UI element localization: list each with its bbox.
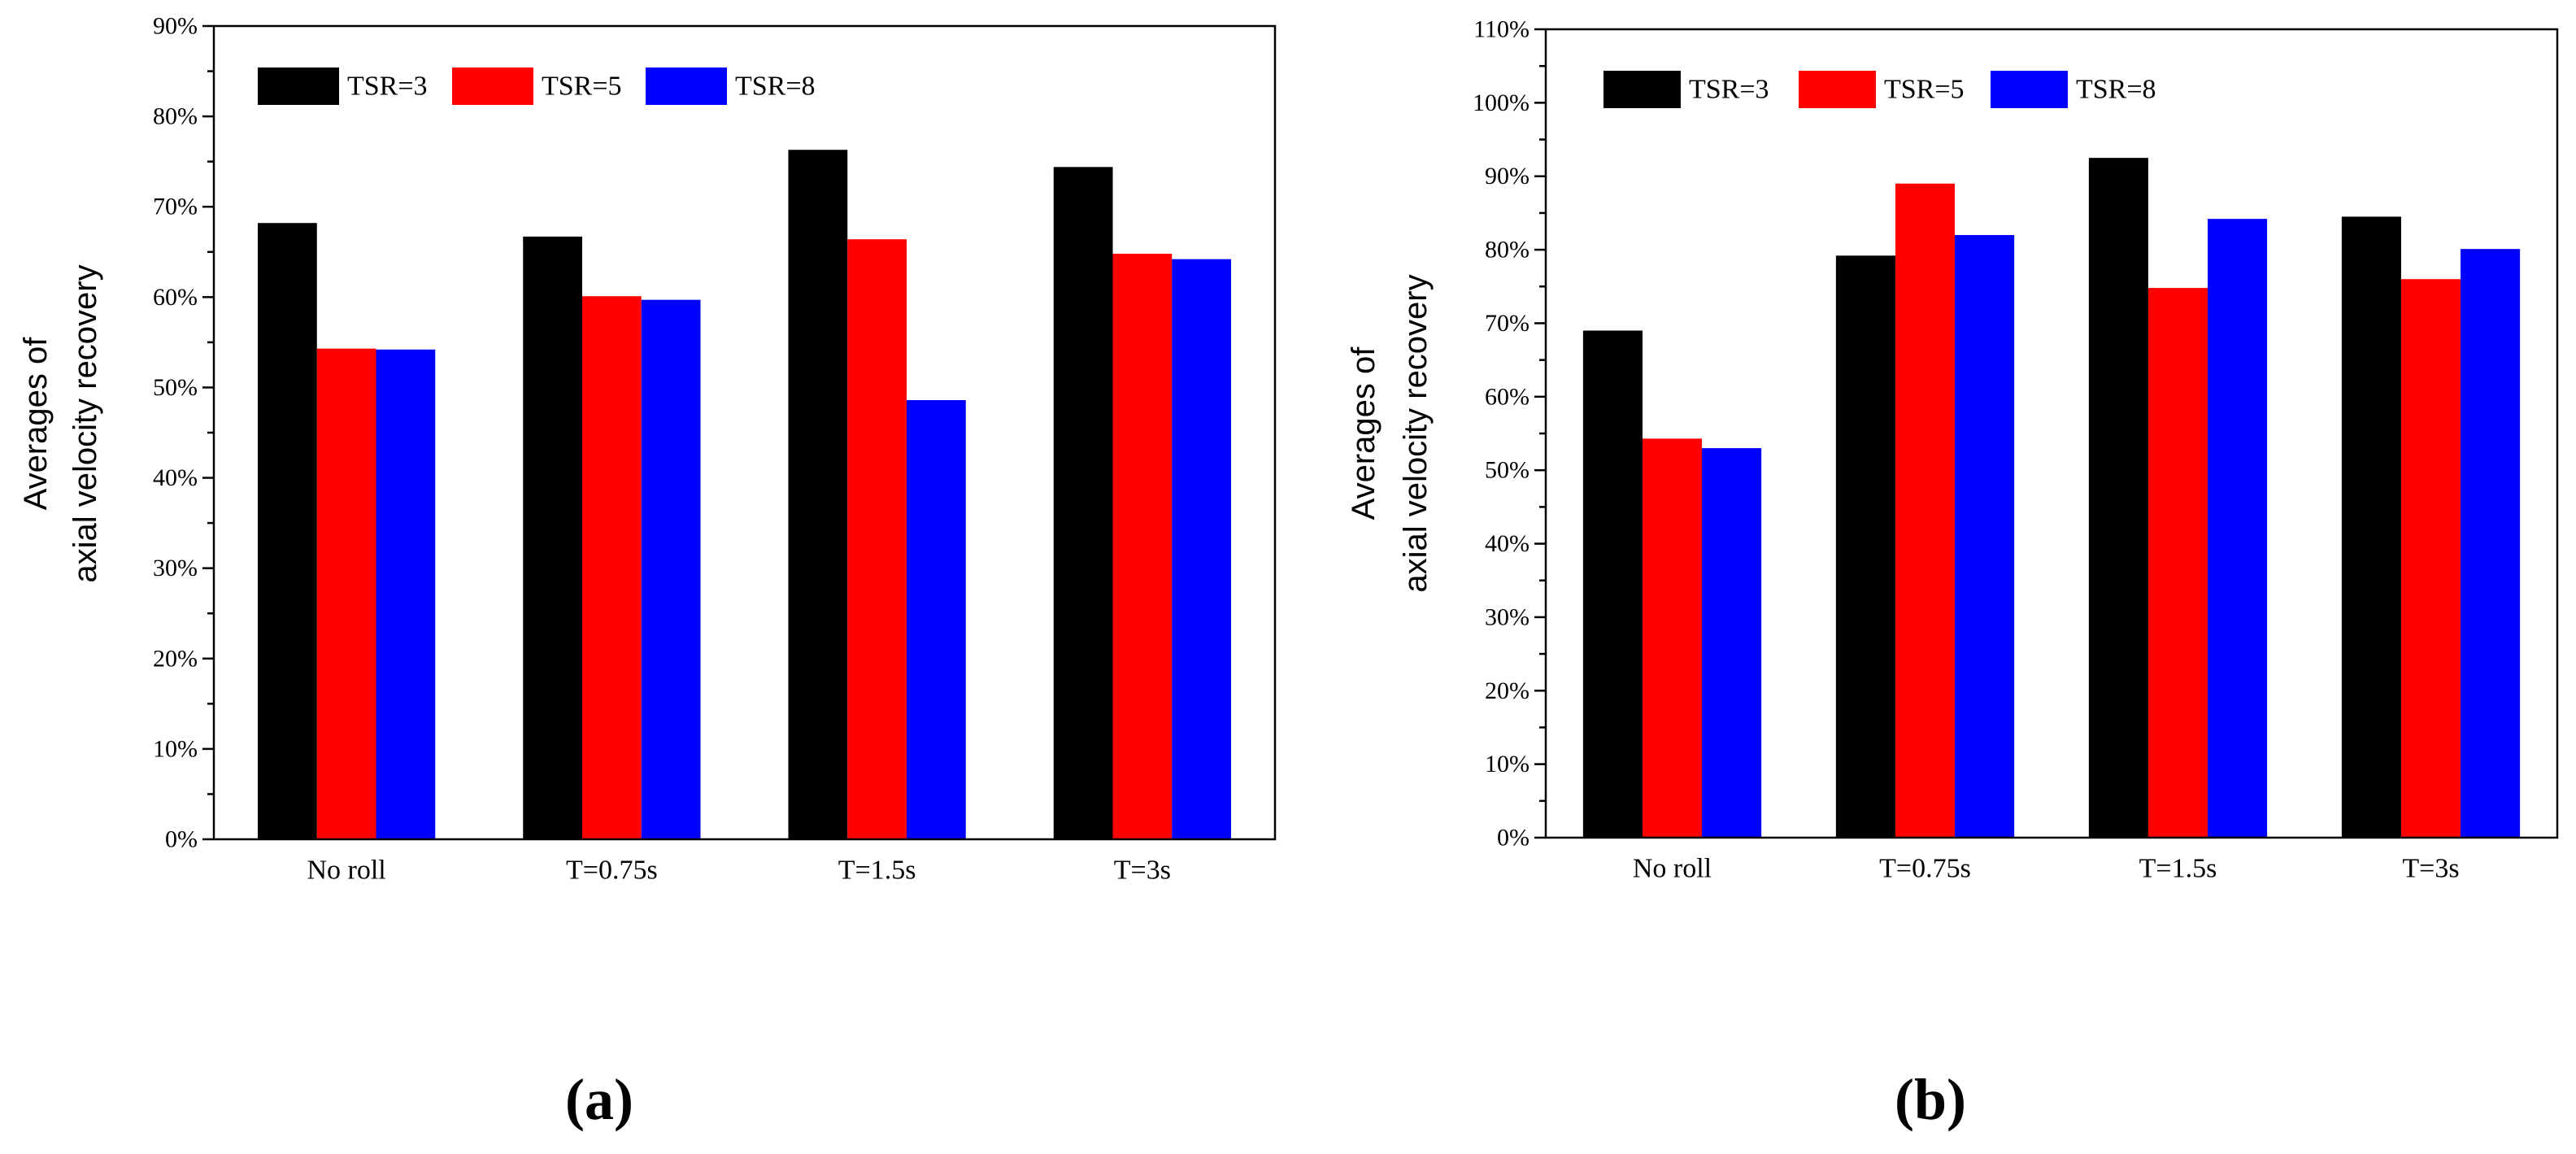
bars: [1583, 158, 2520, 838]
bar-t-0-75s-tsr-8: [1955, 235, 2014, 838]
y-axis: 0% 10% 20% 30% 40% 50% 60% 70% 80% 90% 100% 110%: [1473, 16, 1546, 851]
figure: No roll T=0.75s T=1.5s T=3s 0% 10% 20% 30% 40% 50…: [0, 0, 2576, 1154]
bar-t-1-5s-tsr-5: [2148, 288, 2208, 838]
y-tick-label-50: 50%: [153, 374, 198, 401]
bar-no-roll-tsr-3: [1583, 330, 1643, 838]
bar-t-3s-tsr-5: [2401, 279, 2461, 838]
panel-label-b: (b): [1895, 1067, 1966, 1132]
bar-t-0-75s-tsr-5: [1895, 184, 1955, 838]
bar-no-roll-tsr-8: [1702, 448, 1761, 838]
legend: TSR=3 TSR=5 TSR=8: [1603, 71, 2156, 108]
x-tick-label-no-roll: No roll: [307, 856, 385, 886]
x-tick-label-t-0-75s: T=0.75s: [566, 856, 658, 886]
y-tick-label-80: 80%: [153, 103, 198, 130]
x-tick-label-t-1-5s: T=1.5s: [838, 856, 916, 886]
bar-no-roll-tsr-5: [1643, 438, 1702, 838]
legend-swatch-tsr-3: [258, 67, 339, 105]
y-tick-label-20: 20%: [1485, 677, 1530, 704]
y-tick-label-70: 70%: [153, 194, 198, 220]
legend-label-tsr-8: TSR=8: [735, 72, 816, 102]
bar-t-0-75s-tsr-5: [582, 296, 642, 839]
y-axis-label-line-1: Averages of: [1346, 346, 1382, 520]
legend-label-tsr-3: TSR=3: [1689, 75, 1769, 105]
bar-t-3s-tsr-8: [2461, 249, 2520, 838]
y-tick-label-90: 90%: [153, 13, 198, 40]
y-tick-label-50: 50%: [1485, 457, 1530, 484]
figure-canvas: No roll T=0.75s T=1.5s T=3s 0% 10% 20% 30% 40% 50…: [0, 0, 2576, 1154]
legend-label-tsr-5: TSR=5: [1884, 75, 1965, 105]
y-tick-label-100: 100%: [1473, 89, 1530, 116]
legend-label-tsr-3: TSR=3: [347, 72, 428, 102]
bar-t-1-5s-tsr-3: [788, 150, 847, 839]
y-tick-label-20: 20%: [153, 645, 198, 672]
bar-t-3s-tsr-8: [1172, 259, 1231, 839]
legend: TSR=3 TSR=5 TSR=8: [258, 67, 816, 105]
legend-swatch-tsr-8: [646, 67, 727, 105]
y-axis-label-line-2: axial velocity recovery: [67, 264, 103, 582]
y-tick-label-30: 30%: [1485, 603, 1530, 630]
y-tick-label-0: 0%: [1497, 825, 1530, 851]
bar-t-1-5s-tsr-8: [2208, 219, 2267, 838]
legend-swatch-tsr-8: [1991, 71, 2068, 108]
bar-t-1-5s-tsr-5: [847, 239, 907, 839]
y-tick-label-70: 70%: [1485, 310, 1530, 337]
x-tick-label-t-1-5s: T=1.5s: [2139, 854, 2217, 884]
chart-panel-a: No roll T=0.75s T=1.5s T=3s 0% 10% 20% 30% 40% 50…: [18, 13, 1275, 1133]
y-tick-label-40: 40%: [1485, 530, 1530, 557]
y-tick-label-30: 30%: [153, 555, 198, 581]
bars: [258, 150, 1231, 839]
chart-panel-b: No roll T=0.75s T=1.5s T=3s 0% 10% 20% 30% 40% 50…: [1346, 16, 2557, 1133]
bar-t-3s-tsr-3: [1054, 167, 1113, 839]
legend-label-tsr-5: TSR=5: [542, 72, 622, 102]
y-tick-label-0: 0%: [165, 826, 198, 853]
y-tick-label-40: 40%: [153, 464, 198, 491]
x-tick-label-t-0-75s: T=0.75s: [1879, 854, 1971, 884]
bar-no-roll-tsr-8: [376, 350, 436, 839]
x-tick-label-t-3s: T=3s: [1114, 856, 1171, 886]
y-tick-label-10: 10%: [153, 735, 198, 762]
y-axis-label-line-2: axial velocity recovery: [1398, 274, 1434, 592]
y-tick-label-90: 90%: [1485, 163, 1530, 189]
bar-t-3s-tsr-5: [1112, 254, 1172, 839]
y-tick-label-110: 110%: [1473, 16, 1530, 43]
legend-swatch-tsr-5: [452, 67, 533, 105]
bar-t-3s-tsr-3: [2342, 216, 2401, 838]
legend-swatch-tsr-3: [1603, 71, 1681, 108]
bar-no-roll-tsr-3: [258, 223, 317, 839]
y-tick-label-10: 10%: [1485, 751, 1530, 777]
bar-t-1-5s-tsr-8: [907, 400, 966, 839]
x-tick-label-t-3s: T=3s: [2402, 854, 2459, 884]
panel-label-a: (a): [565, 1067, 633, 1132]
legend-swatch-tsr-5: [1799, 71, 1876, 108]
legend-label-tsr-8: TSR=8: [2076, 75, 2156, 105]
bar-t-0-75s-tsr-3: [1836, 255, 1895, 838]
bar-t-0-75s-tsr-3: [523, 237, 582, 839]
y-tick-label-60: 60%: [153, 284, 198, 311]
y-tick-label-80: 80%: [1485, 237, 1530, 263]
y-axis-label-line-1: Averages of: [18, 337, 54, 511]
bar-no-roll-tsr-5: [317, 349, 376, 839]
bar-t-1-5s-tsr-3: [2089, 158, 2148, 838]
y-axis: 0% 10% 20% 30% 40% 50% 60% 70% 80% 90%: [153, 13, 214, 853]
bar-t-0-75s-tsr-8: [642, 300, 701, 839]
y-tick-label-60: 60%: [1485, 383, 1530, 410]
x-tick-label-no-roll: No roll: [1633, 854, 1712, 884]
